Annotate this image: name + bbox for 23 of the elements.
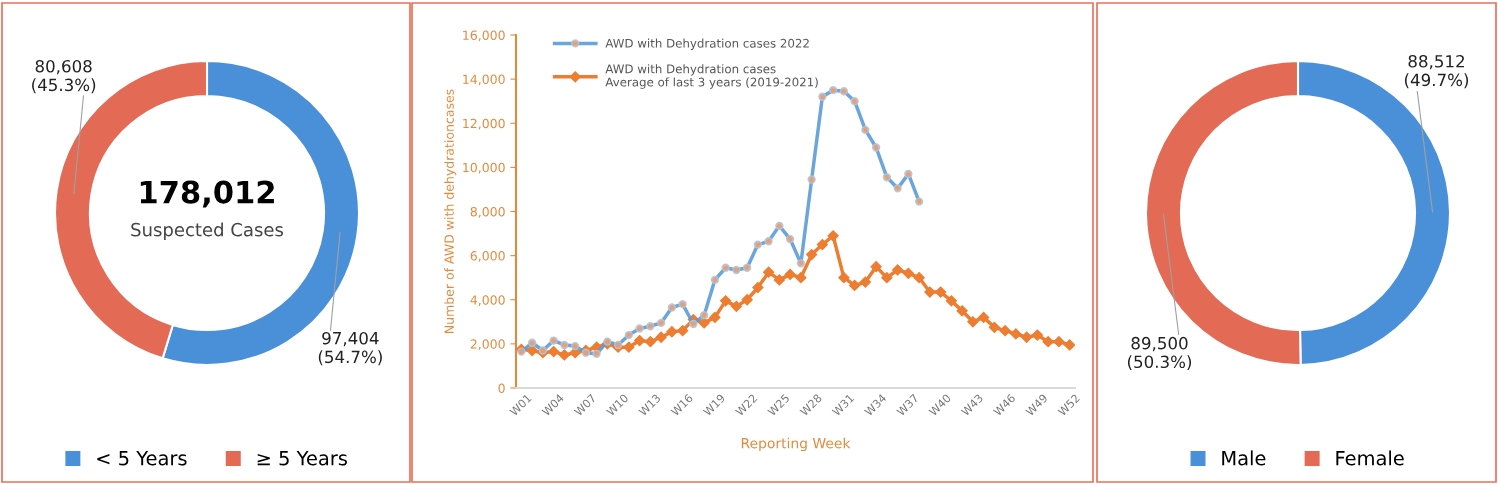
data-label: 97,404 (54.7%): [318, 331, 382, 366]
y-tick-label: 0: [498, 383, 505, 393]
data-label: 88,512 (49.7%): [1404, 54, 1469, 89]
legend-label: Male: [1222, 450, 1266, 466]
legend-label: AWD with Dehydration cases Average of last 3 years (2019-2021): [605, 64, 818, 89]
data-label: 89,500 (50.3%): [1127, 336, 1192, 371]
legend-label: ≥ 5 Years: [257, 451, 347, 466]
x-axis-title: Reporting Week: [741, 437, 851, 452]
y-tick-label: 8,000: [470, 206, 505, 218]
y-tick-label: 4,000: [470, 295, 505, 306]
y-tick-label: 16,000: [463, 30, 505, 42]
text: Suspected Cases: [131, 222, 284, 240]
legend-label: < 5 Years: [97, 451, 187, 466]
text: 178,012: [140, 180, 274, 208]
data-label: 80,608 (45.3%): [32, 59, 96, 94]
legend-label: AWD with Dehydration cases 2022: [605, 38, 809, 50]
legend-label: Female: [1336, 450, 1404, 466]
y-tick-label: 2,000: [470, 339, 505, 351]
y-tick-label: 10,000: [463, 162, 505, 174]
y-tick-label: 12,000: [463, 118, 505, 130]
y-axis-title: Number of AWD with dehydrationcases: [444, 89, 457, 333]
y-tick-label: 6,000: [470, 251, 505, 262]
y-tick-label: 14,000: [463, 74, 505, 86]
